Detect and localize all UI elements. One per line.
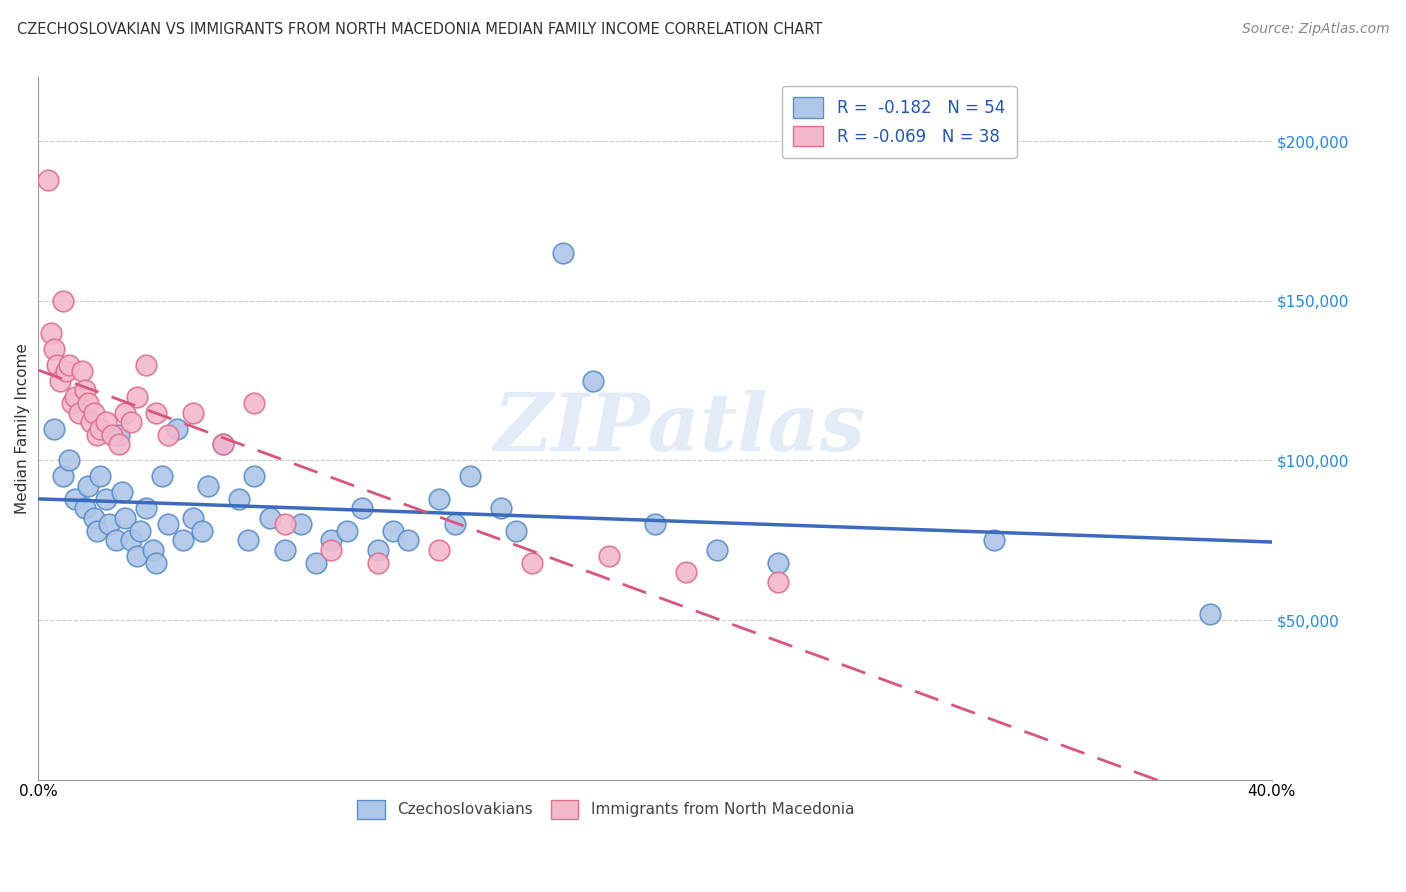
Point [172, 533, 194, 548]
Point [67, 406, 90, 420]
Point [73, 383, 96, 397]
Point [39, 326, 62, 340]
Point [76, 479, 98, 493]
Point [768, 574, 790, 589]
Point [321, 533, 343, 548]
Point [111, 485, 134, 500]
Point [243, 469, 266, 483]
Point [212, 437, 235, 451]
Point [551, 246, 574, 260]
Point [114, 406, 136, 420]
Point [321, 542, 343, 557]
Point [65, 491, 87, 506]
Point [86, 428, 108, 442]
Point [166, 421, 188, 435]
Point [114, 511, 136, 525]
Point [127, 549, 149, 564]
Point [520, 556, 543, 570]
Point [336, 524, 359, 538]
Point [427, 542, 450, 557]
Point [181, 511, 204, 525]
Point [52, 293, 75, 308]
Point [181, 406, 204, 420]
Point [145, 556, 167, 570]
Point [107, 428, 129, 442]
Point [89, 469, 111, 483]
Text: Source: ZipAtlas.com: Source: ZipAtlas.com [1241, 22, 1389, 37]
Point [127, 390, 149, 404]
Text: CZECHOSLOVAKIAN VS IMMIGRANTS FROM NORTH MACEDONIA MEDIAN FAMILY INCOME CORRELAT: CZECHOSLOVAKIAN VS IMMIGRANTS FROM NORTH… [17, 22, 823, 37]
Point [60, 396, 83, 410]
Point [129, 524, 152, 538]
Point [352, 501, 374, 516]
Point [58, 453, 80, 467]
Point [49, 374, 72, 388]
Point [80, 415, 103, 429]
Point [243, 396, 266, 410]
Point [582, 374, 605, 388]
Point [675, 565, 697, 579]
Point [274, 517, 297, 532]
Point [290, 517, 312, 532]
Point [46, 358, 69, 372]
Point [150, 469, 173, 483]
Point [96, 491, 118, 506]
Point [98, 517, 121, 532]
Point [156, 428, 179, 442]
Point [427, 491, 450, 506]
Point [135, 501, 157, 516]
Point [706, 542, 728, 557]
Point [83, 406, 105, 420]
Point [37, 172, 59, 186]
Point [89, 421, 111, 435]
Point [55, 364, 77, 378]
Point [83, 511, 105, 525]
Point [983, 533, 1005, 548]
Point [274, 542, 297, 557]
Point [120, 533, 142, 548]
Point [145, 406, 167, 420]
Point [305, 556, 328, 570]
Point [135, 358, 157, 372]
Point [104, 533, 127, 548]
Point [42, 421, 65, 435]
Point [443, 517, 465, 532]
Point [120, 415, 142, 429]
Point [644, 517, 666, 532]
Point [259, 511, 281, 525]
Point [86, 524, 108, 538]
Point [768, 556, 790, 570]
Point [367, 556, 389, 570]
Point [396, 533, 419, 548]
Point [212, 437, 235, 451]
Point [76, 396, 98, 410]
Y-axis label: Median Family Income: Median Family Income [15, 343, 30, 514]
Point [191, 524, 214, 538]
Point [70, 364, 93, 378]
Point [73, 501, 96, 516]
Text: ZIPatlas: ZIPatlas [494, 390, 866, 467]
Point [1199, 607, 1222, 621]
Point [197, 479, 219, 493]
Point [42, 342, 65, 356]
Point [367, 542, 389, 557]
Point [101, 428, 124, 442]
Point [489, 501, 512, 516]
Point [458, 469, 481, 483]
Point [96, 415, 118, 429]
Point [228, 491, 250, 506]
Point [107, 437, 129, 451]
Point [58, 358, 80, 372]
Point [382, 524, 405, 538]
Point [52, 469, 75, 483]
Point [156, 517, 179, 532]
Point [598, 549, 620, 564]
Point [236, 533, 259, 548]
Point [505, 524, 527, 538]
Point [65, 390, 87, 404]
Point [141, 542, 163, 557]
Legend: Czechoslovakians, Immigrants from North Macedonia: Czechoslovakians, Immigrants from North … [352, 794, 860, 824]
